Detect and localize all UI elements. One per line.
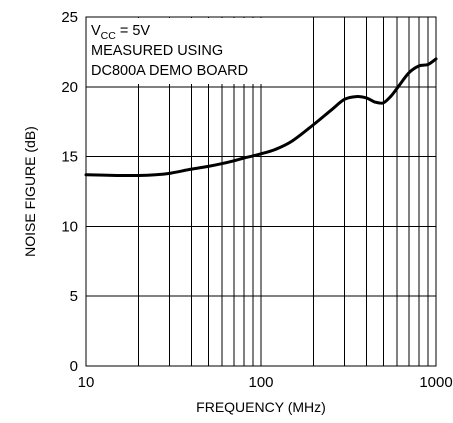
annotation-v: V (91, 23, 101, 39)
conditions-annotation: VCC = 5V MEASURED USING DC800A DEMO BOAR… (87, 18, 264, 84)
annotation-supply-voltage: VCC = 5V (91, 23, 150, 42)
series-curve-group (84, 57, 438, 178)
y-tick-label: 10 (61, 218, 78, 235)
x-tick-label: 100 (248, 374, 273, 391)
tick-labels: 0 5 10 15 20 25 10 100 1000 (61, 9, 452, 391)
y-tick-label: 25 (61, 9, 78, 26)
y-tick-label: 5 (70, 288, 78, 305)
noise-figure-curve (84, 57, 438, 178)
plot-frame (85, 16, 437, 367)
y-tick-label: 15 (61, 149, 78, 166)
annotation-measured-using: MEASURED USING (91, 43, 223, 59)
annotation-background (87, 18, 264, 84)
annotation-cc-subscript: CC (101, 30, 117, 42)
y-tick-label: 20 (61, 79, 78, 96)
annotation-demo-board: DC800A DEMO BOARD (91, 63, 248, 79)
y-tick-label: 0 (70, 358, 78, 375)
x-tick-label: 1000 (419, 374, 452, 391)
annotation-eq-5v: = 5V (116, 23, 151, 39)
x-tick-label: 10 (78, 374, 95, 391)
y-axis-title: NOISE FIGURE (dB) (22, 126, 38, 257)
x-axis-title: FREQUENCY (MHz) (196, 399, 326, 415)
